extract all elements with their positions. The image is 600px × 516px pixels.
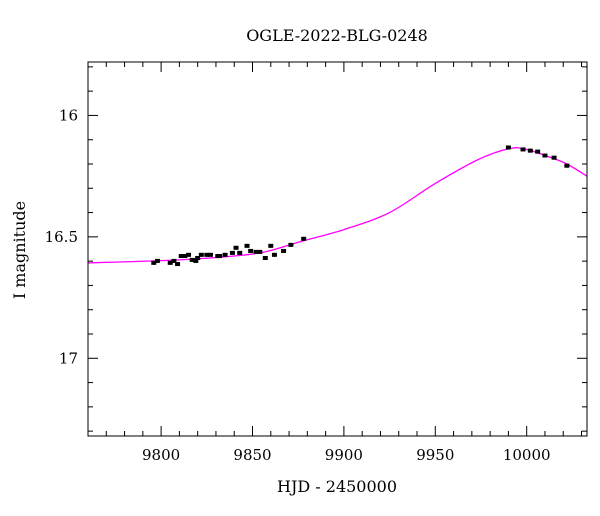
- data-point: [535, 149, 541, 154]
- data-point: [171, 258, 177, 263]
- data-point: [154, 258, 160, 263]
- data-point: [204, 252, 210, 257]
- data-point: [253, 249, 259, 254]
- x-tick-label: 9800: [142, 446, 180, 464]
- data-point: [564, 163, 570, 168]
- x-axis-label: HJD - 2450000: [277, 477, 397, 496]
- data-point: [520, 147, 526, 152]
- chart-title: OGLE-2022-BLG-0248: [246, 26, 428, 45]
- data-point: [551, 155, 557, 160]
- tick-labels: 9800 9850 9900 9950 10000 16 16.5 17: [45, 106, 551, 464]
- data-point: [288, 242, 294, 247]
- data-point: [207, 252, 213, 257]
- data-point: [271, 252, 277, 257]
- data-points: [151, 145, 570, 267]
- data-point: [222, 252, 228, 257]
- data-point: [248, 248, 254, 253]
- data-point: [198, 252, 204, 257]
- data-point: [178, 254, 184, 259]
- x-tick-label: 10000: [503, 446, 551, 464]
- data-point: [542, 153, 548, 158]
- data-point: [151, 260, 157, 265]
- axis-ticks: [87, 62, 587, 436]
- data-point: [233, 245, 239, 250]
- data-point: [281, 248, 287, 253]
- data-point: [527, 148, 533, 153]
- data-point: [186, 252, 192, 257]
- data-point: [262, 255, 268, 260]
- plot-frame: [87, 61, 588, 437]
- x-tick-label: 9900: [325, 446, 363, 464]
- data-point: [189, 257, 195, 262]
- y-tick-label: 16: [59, 106, 78, 124]
- data-point: [301, 236, 307, 241]
- data-point: [175, 262, 181, 267]
- model-curve: [87, 147, 588, 264]
- data-point: [257, 249, 263, 254]
- data-point: [505, 145, 511, 150]
- data-point: [217, 254, 223, 259]
- data-point: [244, 243, 250, 248]
- y-tick-label: 16.5: [45, 228, 78, 246]
- y-tick-label: 17: [59, 349, 78, 367]
- data-point: [195, 255, 201, 260]
- x-tick-label: 9850: [233, 446, 271, 464]
- y-axis-label: I magnitude: [10, 201, 29, 299]
- data-point: [193, 258, 199, 263]
- data-point: [229, 250, 235, 255]
- x-tick-label: 9950: [416, 446, 454, 464]
- data-point: [182, 254, 188, 259]
- data-point: [237, 250, 243, 255]
- data-point: [167, 260, 173, 265]
- data-point: [268, 243, 274, 248]
